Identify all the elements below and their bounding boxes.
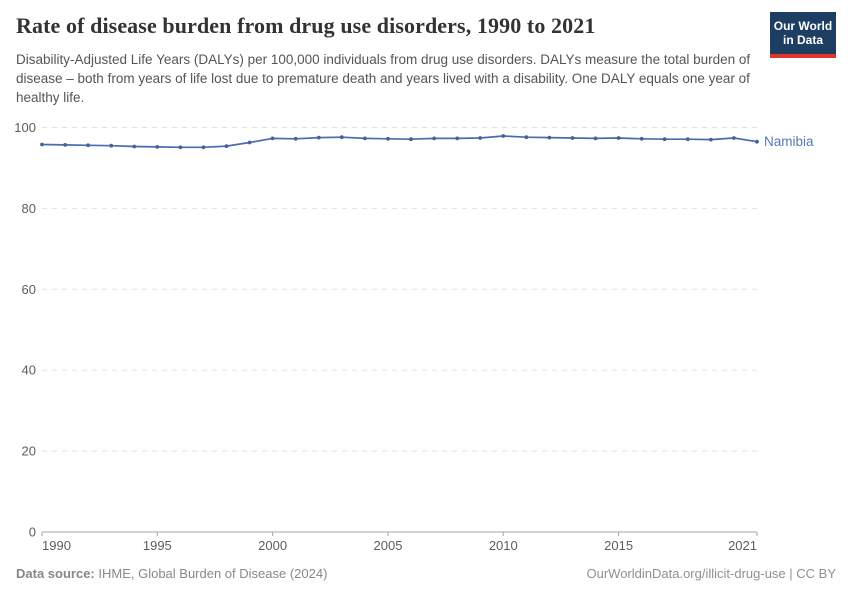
data-point-2011[interactable] xyxy=(524,135,529,140)
owid-logo-line1: Our World xyxy=(773,19,833,33)
data-point-2012[interactable] xyxy=(547,135,552,140)
data-point-2010[interactable] xyxy=(501,134,506,138)
data-point-1999[interactable] xyxy=(247,140,252,145)
data-point-2009[interactable] xyxy=(478,136,483,140)
data-source-label: Data source: xyxy=(16,566,95,581)
y-axis-label-60: 60 xyxy=(22,282,36,297)
data-point-1997[interactable] xyxy=(201,145,206,150)
chart-footer: Data source: IHME, Global Burden of Dise… xyxy=(16,566,836,581)
data-point-2018[interactable] xyxy=(685,137,690,142)
y-axis-label-80: 80 xyxy=(22,201,36,216)
data-point-2017[interactable] xyxy=(662,137,667,142)
data-point-2002[interactable] xyxy=(316,135,321,140)
series-namibia[interactable]: Namibia xyxy=(40,134,814,150)
data-point-2003[interactable] xyxy=(339,135,344,140)
data-point-2001[interactable] xyxy=(293,136,298,141)
entity-label-namibia[interactable]: Namibia xyxy=(764,134,814,149)
data-point-2004[interactable] xyxy=(363,136,367,141)
x-axis-label-2010: 2010 xyxy=(489,538,518,553)
data-point-1993[interactable] xyxy=(109,143,114,148)
data-source: Data source: IHME, Global Burden of Dise… xyxy=(16,566,327,581)
x-axis-label-1995: 1995 xyxy=(143,538,172,553)
y-axis-label-0: 0 xyxy=(29,525,36,540)
data-point-2020[interactable] xyxy=(732,136,736,140)
data-point-1998[interactable] xyxy=(224,144,229,149)
data-point-2008[interactable] xyxy=(455,136,460,141)
data-point-2006[interactable] xyxy=(409,137,413,142)
y-axis-label-40: 40 xyxy=(22,363,36,378)
data-source-value: IHME, Global Burden of Disease (2024) xyxy=(94,566,328,581)
data-point-1992[interactable] xyxy=(86,143,90,148)
x-axis-label-2000: 2000 xyxy=(258,538,287,553)
data-point-1996[interactable] xyxy=(178,145,183,150)
series-line-namibia[interactable] xyxy=(41,135,758,149)
data-point-1995[interactable] xyxy=(155,145,160,149)
data-point-1990[interactable] xyxy=(40,142,44,147)
data-point-2007[interactable] xyxy=(432,136,436,141)
attribution[interactable]: OurWorldinData.org/illicit-drug-use | CC… xyxy=(586,566,837,581)
data-point-1994[interactable] xyxy=(132,144,137,149)
owid-logo[interactable]: Our World in Data xyxy=(770,12,836,58)
chart-title: Rate of disease burden from drug use dis… xyxy=(16,13,596,38)
data-point-2013[interactable] xyxy=(570,136,575,140)
x-axis-label-2021: 2021 xyxy=(728,538,757,553)
x-axis-label-1990: 1990 xyxy=(42,538,71,553)
data-point-2000[interactable] xyxy=(270,136,275,141)
data-point-2021[interactable] xyxy=(755,139,759,144)
data-point-2019[interactable] xyxy=(709,137,713,142)
data-point-2015[interactable] xyxy=(616,136,621,140)
data-point-2005[interactable] xyxy=(386,136,390,141)
y-axis-label-20: 20 xyxy=(22,444,36,459)
x-axis-label-2005: 2005 xyxy=(374,538,403,553)
data-point-2016[interactable] xyxy=(639,136,644,141)
x-axis-label-2015: 2015 xyxy=(604,538,633,553)
y-axis-label-100: 100 xyxy=(14,120,36,135)
data-point-1991[interactable] xyxy=(63,143,67,147)
chart-subtitle: Disability-Adjusted Life Years (DALYs) p… xyxy=(16,52,751,105)
data-point-2014[interactable] xyxy=(593,136,598,141)
owid-logo-line2: in Data xyxy=(782,33,823,47)
